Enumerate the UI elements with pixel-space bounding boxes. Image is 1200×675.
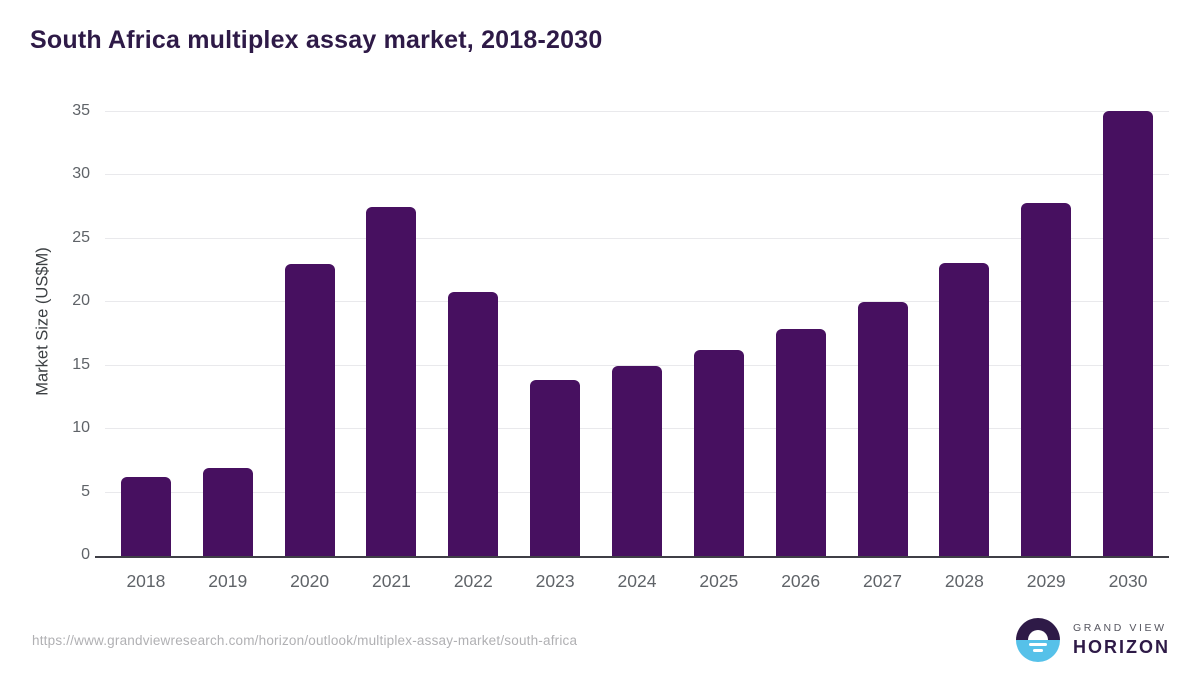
logo-grand-view-label: GRAND VIEW — [1073, 622, 1167, 634]
x-tick-label: 2026 — [781, 571, 821, 591]
bar-slot — [269, 112, 351, 556]
gridline — [105, 364, 1169, 366]
bar-2029 — [1021, 203, 1072, 556]
bar-slot — [842, 112, 924, 556]
bar-slot — [1005, 112, 1087, 556]
brand-logo: GRAND VIEW HORIZON — [1016, 618, 1170, 662]
x-tick-label: 2019 — [208, 571, 248, 591]
bar-2023 — [530, 380, 581, 556]
y-tick-label: 15 — [72, 355, 90, 373]
bar-slot — [105, 112, 187, 556]
y-tick-label: 25 — [72, 228, 90, 246]
bar-slot — [678, 112, 760, 556]
bar-slot — [1087, 111, 1169, 556]
x-axis-line — [95, 556, 1169, 558]
x-tick-label: 2025 — [699, 571, 739, 591]
source-url: https://www.grandviewresearch.com/horizo… — [32, 633, 578, 648]
x-tick-label: 2022 — [453, 571, 493, 591]
sun-reflection-line-icon — [1029, 643, 1047, 646]
bar-2026 — [775, 329, 826, 556]
bar-2019 — [202, 468, 253, 556]
bar-2020 — [284, 264, 335, 556]
plot-area — [105, 111, 1169, 556]
x-tick-label: 2021 — [371, 571, 411, 591]
x-tick-label: 2020 — [290, 571, 330, 591]
logo-text: GRAND VIEW HORIZON — [1073, 622, 1170, 658]
gridline — [105, 111, 1169, 112]
bar-2030 — [1103, 111, 1154, 556]
bar-2024 — [611, 366, 662, 556]
bar-slot — [923, 112, 1005, 556]
x-axis-labels: 2018 2019 2020 2021 2022 2023 2024 2025 2026 2027… — [105, 571, 1169, 592]
y-axis-ticks: 0 5 10 15 20 25 30 35 — [0, 102, 90, 563]
chart-title: South Africa multiplex assay market, 201… — [30, 26, 603, 54]
y-tick-label: 20 — [72, 292, 90, 310]
x-tick-label: 2024 — [617, 571, 657, 591]
bar-2025 — [693, 350, 744, 556]
x-tick-label: 2030 — [1108, 571, 1148, 591]
y-tick-label: 0 — [81, 546, 90, 563]
x-tick-label: 2028 — [944, 571, 984, 591]
gridline — [105, 174, 1169, 176]
x-tick-label: 2029 — [1026, 571, 1066, 591]
gridline — [105, 237, 1169, 239]
bar-2027 — [857, 302, 908, 556]
bar-2021 — [366, 207, 417, 556]
bar-slot — [596, 112, 678, 556]
bar-slot — [187, 112, 269, 556]
bar-slot — [760, 112, 842, 556]
y-tick-label: 35 — [72, 102, 90, 119]
x-tick-label: 2027 — [863, 571, 902, 591]
bar-2028 — [939, 263, 990, 556]
bar-group — [105, 111, 1169, 556]
bar-2022 — [448, 292, 499, 556]
sun-over-horizon-icon — [1016, 618, 1060, 662]
bar-slot — [351, 112, 433, 556]
y-tick-label: 5 — [81, 482, 90, 500]
x-tick-label: 2018 — [126, 571, 166, 591]
sun-dome-icon — [1028, 630, 1048, 640]
gridline — [105, 301, 1169, 303]
bar-slot — [514, 112, 596, 556]
sun-reflection-line-icon — [1033, 649, 1043, 652]
logo-horizon-label: HORIZON — [1073, 637, 1170, 657]
y-tick-label: 10 — [72, 419, 90, 437]
bar-2018 — [120, 477, 171, 556]
bar-slot — [432, 112, 514, 556]
y-tick-label: 30 — [72, 165, 90, 183]
x-tick-label: 2023 — [535, 571, 575, 591]
